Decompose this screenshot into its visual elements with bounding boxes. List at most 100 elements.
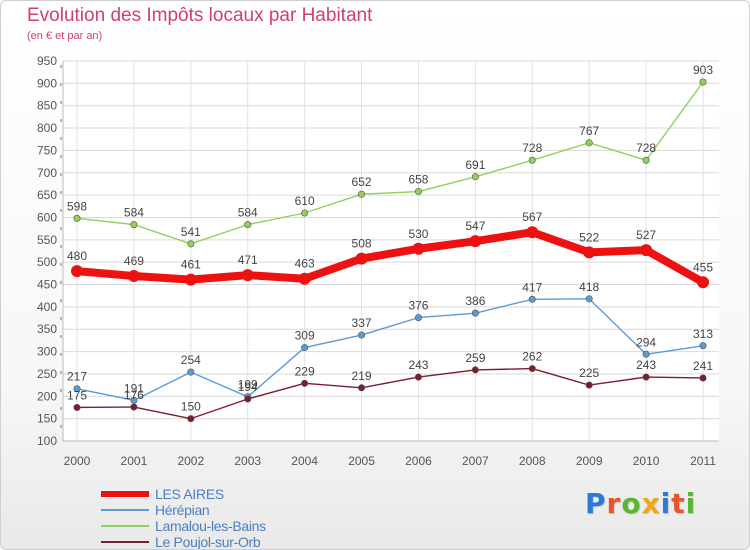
x-tick-label: 2010: [633, 454, 660, 468]
data-point-h-r-pian: [301, 344, 309, 352]
y-tick-label: 350: [37, 322, 57, 336]
data-label-le-poujol-sur-orb: 259: [465, 351, 485, 365]
y-tick-label: 500: [37, 255, 57, 269]
data-point-les-aires: [241, 269, 254, 282]
legend-label: Le Poujol-sur-Orb: [155, 534, 261, 550]
x-tick-label: 2001: [121, 454, 148, 468]
data-label-le-poujol-sur-orb: 176: [124, 388, 144, 402]
data-point-le-poujol-sur-orb: [358, 384, 366, 392]
data-point-les-aires: [412, 242, 425, 255]
data-point-le-poujol-sur-orb: [244, 395, 252, 403]
data-point-le-poujol-sur-orb: [187, 415, 195, 423]
data-label-les-aires: 469: [124, 254, 144, 268]
data-point-les-aires: [526, 226, 539, 239]
data-label-les-aires: 480: [67, 249, 87, 263]
series-line-les-aires: [73, 228, 707, 287]
data-label-les-aires: 567: [522, 210, 542, 224]
data-label-lamalou-les-bains: 598: [67, 199, 87, 213]
data-point-le-poujol-sur-orb: [585, 381, 593, 389]
data-label-le-poujol-sur-orb: 194: [238, 380, 258, 394]
x-tick-label: 2007: [462, 454, 489, 468]
y-tick-label: 800: [37, 121, 57, 135]
data-label-les-aires: 455: [693, 260, 713, 274]
x-tick-label: 2006: [405, 454, 432, 468]
data-point-les-aires: [184, 273, 197, 286]
data-point-h-r-pian: [130, 396, 138, 404]
y-tick-label: 650: [37, 188, 57, 202]
y-tick-label: 750: [37, 143, 57, 157]
legend-swatch-les-aires: [101, 491, 149, 497]
data-label-lamalou-les-bains: 584: [238, 206, 258, 220]
logo-letter: o: [621, 487, 642, 520]
data-point-h-r-pian: [73, 385, 81, 393]
data-label-lamalou-les-bains: 903: [693, 63, 713, 77]
data-label-h-r-pian: 254: [181, 353, 201, 367]
y-tick-label: 400: [37, 300, 57, 314]
data-label-lamalou-les-bains: 728: [636, 141, 656, 155]
x-tick-label: 2004: [291, 454, 318, 468]
data-label-les-aires: 530: [408, 227, 428, 241]
legend-item-lamalou: Lamalou-les-Bains: [101, 518, 401, 534]
data-point-lamalou-les-bains: [301, 209, 309, 217]
data-point-le-poujol-sur-orb: [301, 379, 309, 387]
y-tick-label: 100: [37, 434, 57, 448]
x-tick-label: 2003: [234, 454, 261, 468]
data-point-lamalou-les-bains: [699, 78, 707, 86]
data-label-h-r-pian: 337: [352, 316, 372, 330]
data-point-lamalou-les-bains: [187, 240, 195, 248]
logo-letter: i: [660, 487, 672, 520]
data-point-lamalou-les-bains: [414, 188, 422, 196]
legend-label: Hérépian: [155, 502, 210, 518]
data-point-h-r-pian: [642, 350, 650, 358]
data-label-lamalou-les-bains: 691: [465, 158, 485, 172]
data-label-h-r-pian: 418: [579, 280, 599, 294]
data-label-h-r-pian: 417: [522, 280, 542, 294]
data-label-les-aires: 463: [295, 257, 315, 271]
y-tick-label: 900: [37, 76, 57, 90]
x-tick-label: 2008: [519, 454, 546, 468]
data-point-h-r-pian: [187, 368, 195, 376]
data-point-le-poujol-sur-orb: [73, 403, 81, 411]
y-tick-label: 250: [37, 367, 57, 381]
data-label-le-poujol-sur-orb: 229: [295, 364, 315, 378]
data-label-h-r-pian: 309: [295, 329, 315, 343]
chart-title: Evolution des Impôts locaux par Habitant: [27, 5, 373, 26]
chart-subtitle: (en € et par an): [27, 30, 103, 42]
logo-letter: r: [606, 487, 622, 520]
data-point-les-aires: [355, 252, 368, 265]
data-label-le-poujol-sur-orb: 219: [352, 369, 372, 383]
data-point-lamalou-les-bains: [642, 156, 650, 164]
data-point-le-poujol-sur-orb: [130, 403, 138, 411]
data-point-lamalou-les-bains: [244, 221, 252, 229]
y-tick-label: 450: [37, 278, 57, 292]
logo-letter: P: [585, 487, 607, 520]
y-tick-label: 850: [37, 99, 57, 113]
x-tick-label: 2000: [64, 454, 91, 468]
data-point-h-r-pian: [358, 331, 366, 339]
data-label-h-r-pian: 313: [693, 327, 713, 341]
data-label-lamalou-les-bains: 658: [408, 173, 428, 187]
legend-label: LES AIRES: [155, 486, 224, 502]
data-label-le-poujol-sur-orb: 243: [408, 358, 428, 372]
legend-label: Lamalou-les-Bains: [155, 518, 266, 534]
data-label-h-r-pian: 199: [238, 378, 258, 392]
data-label-lamalou-les-bains: 728: [522, 141, 542, 155]
data-point-les-aires: [298, 272, 311, 285]
data-point-le-poujol-sur-orb: [528, 365, 536, 373]
data-point-le-poujol-sur-orb: [699, 374, 707, 382]
data-point-les-aires: [640, 244, 653, 257]
x-tick-label: 2009: [576, 454, 603, 468]
data-point-h-r-pian: [585, 295, 593, 303]
y-tick-label: 550: [37, 233, 57, 247]
data-point-le-poujol-sur-orb: [414, 373, 422, 381]
series-line-lamalou-les-bains: [76, 81, 704, 245]
data-point-les-aires: [469, 235, 482, 248]
y-tick-label: 600: [37, 210, 57, 224]
data-point-les-aires: [583, 246, 596, 259]
logo-letter: i: [685, 487, 697, 520]
data-label-lamalou-les-bains: 767: [579, 124, 599, 138]
data-label-les-aires: 522: [579, 230, 599, 244]
x-tick-label: 2005: [348, 454, 375, 468]
